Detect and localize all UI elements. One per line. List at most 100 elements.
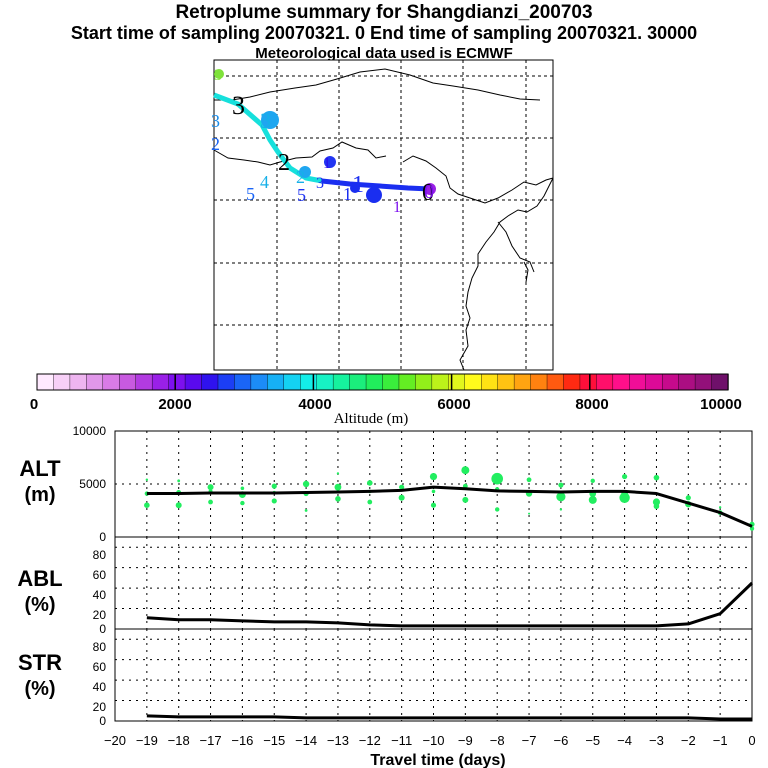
abl-panel-label: ABL <box>17 566 62 591</box>
x-tick-label: −14 <box>295 733 317 748</box>
alt-dot <box>685 495 691 501</box>
colorbar-cell <box>300 373 318 391</box>
alt-dot <box>462 496 469 503</box>
x-tick-label: −19 <box>136 733 158 748</box>
map-label-3d: 3 <box>211 111 220 131</box>
x-tick-label: −9 <box>458 733 473 748</box>
colorbar-cell <box>530 373 548 391</box>
x-tick-label: −4 <box>617 733 632 748</box>
colorbar-cell <box>53 373 71 391</box>
met-data-text: Meteorological data used is ECMWF <box>255 45 513 62</box>
x-tick-label: −3 <box>649 733 664 748</box>
map-label-2c: 2 <box>296 167 305 187</box>
map-gridlines <box>214 60 553 370</box>
map-label-3a: 3 <box>214 67 222 84</box>
panel-labels: ALT (m) ABL (%) STR (%) <box>17 456 62 700</box>
alt-panel-label: ALT <box>19 456 61 481</box>
map-label-5b: 5 <box>297 185 306 205</box>
x-tick-label: −12 <box>359 733 381 748</box>
abl-ytick-40: 40 <box>93 588 107 602</box>
alt-dot <box>528 512 531 515</box>
x-tick-label: −2 <box>681 733 696 748</box>
alt-ytick-10000: 10000 <box>73 424 107 438</box>
colorbar-cell <box>661 373 680 391</box>
x-tick-label: −17 <box>200 733 222 748</box>
colorbar-cell <box>612 373 630 391</box>
map-day-labels: 3 3 3 3 2 2 5 4 1 2 5 1 3 1 1 0 0 <box>211 67 434 216</box>
alt-dot <box>652 498 661 506</box>
alt-dot <box>398 494 405 501</box>
chart-title: Retroplume summary for Shangdianzi_20070… <box>175 2 593 23</box>
colorbar-cell <box>645 373 663 391</box>
alt-dot <box>559 508 563 511</box>
colorbar-cell <box>168 373 186 391</box>
alt-dot <box>207 484 214 491</box>
colorbar-tick-4000: 4000 <box>298 396 331 413</box>
alt-dot <box>144 502 150 509</box>
colorbar-cell <box>36 373 55 391</box>
str-ytick-20: 20 <box>93 700 107 714</box>
alt-line <box>146 485 753 528</box>
colorbar-label: Altitude (m) <box>334 411 409 427</box>
alt-dot <box>240 500 245 506</box>
colorbar-cell <box>316 373 334 391</box>
map-label-1c: 1 <box>352 172 364 198</box>
x-tick-label: −7 <box>522 733 537 748</box>
colorbar-cell <box>678 373 696 391</box>
colorbar-cell <box>365 373 384 391</box>
alt-dot <box>622 473 628 480</box>
alt-scatter-dots <box>144 466 755 531</box>
colorbar-tick-0: 0 <box>30 396 38 413</box>
map-label-2a: 2 <box>211 134 220 154</box>
vertical-gridlines <box>146 431 721 721</box>
colorbar-cell <box>694 373 713 391</box>
colorbar-cell <box>86 373 104 391</box>
alt-ytick-0: 0 <box>99 530 106 544</box>
alt-dot <box>558 482 564 488</box>
y-tick-labels: 10000 5000 0 80 60 40 20 0 80 60 40 20 0 <box>73 424 107 728</box>
abl-ytick-60: 60 <box>93 568 107 582</box>
colorbar-ticks: 0 2000 4000 6000 8000 10000 <box>30 396 742 413</box>
str-ytick-0: 0 <box>99 714 106 728</box>
alt-dot <box>653 474 660 481</box>
colorbar-cell <box>69 373 88 391</box>
map-label-2b: 2 <box>278 150 290 176</box>
colorbar-cell <box>513 373 532 391</box>
x-tick-label: −20 <box>104 733 126 748</box>
colorbar-tick-8000: 8000 <box>575 396 608 413</box>
alt-dot <box>556 492 566 502</box>
alt-dot <box>304 509 308 512</box>
map-label-1d: 1 <box>393 199 401 216</box>
colorbar-cell <box>135 373 153 391</box>
x-tick-label: −18 <box>168 733 190 748</box>
x-tick-label: −1 <box>713 733 728 748</box>
colorbar-cell <box>711 373 729 391</box>
x-axis-label: Travel time (days) <box>370 752 505 768</box>
altitude-colorbar: 0 2000 4000 6000 8000 10000 Altitude (m) <box>30 373 742 427</box>
colorbar-cell <box>250 373 269 391</box>
map-label-3c: 3 <box>260 108 271 133</box>
colorbar-cell <box>201 373 219 391</box>
x-tick-label: −10 <box>422 733 444 748</box>
alt-dot <box>177 479 181 483</box>
alt-dot <box>208 499 213 505</box>
alt-dot <box>367 480 373 486</box>
alt-dot <box>145 478 149 481</box>
colorbar-cell <box>119 373 137 391</box>
alt-dot <box>175 502 182 509</box>
alt-dot <box>619 492 630 503</box>
abl-ytick-0: 0 <box>99 622 106 636</box>
alt-dot <box>430 502 437 508</box>
alt-dot <box>367 499 373 505</box>
alt-dot <box>271 498 277 504</box>
map-label-3e: 3 <box>316 175 324 192</box>
map-label-5a: 5 <box>246 184 255 204</box>
colorbar-cell <box>349 373 367 391</box>
colorbar-cell <box>629 373 647 391</box>
alt-dot <box>336 472 340 475</box>
colorbar-cell <box>382 373 400 391</box>
map-label-4: 4 <box>260 172 269 192</box>
colorbar-cell <box>546 373 565 391</box>
colorbar-cell <box>497 373 515 391</box>
